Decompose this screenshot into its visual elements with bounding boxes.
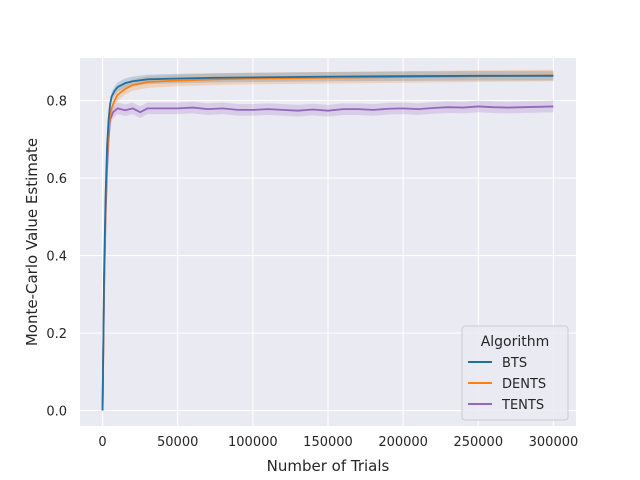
legend-box — [461, 325, 569, 421]
x-axis-label: Number of Trials — [267, 457, 390, 475]
series-line-bts — [101, 74, 554, 411]
x-tick-label: 200000 — [378, 435, 428, 450]
series-lines — [101, 74, 554, 411]
y-tick-label: 0.0 — [46, 405, 67, 420]
y-tick-label: 0.6 — [46, 172, 67, 187]
legend-item-tents: TENTS — [468, 398, 544, 413]
y-tick-label: 0.8 — [46, 95, 67, 110]
y-tick-label: 0.4 — [46, 250, 67, 265]
x-tick-label: 150000 — [303, 435, 353, 450]
y-tick-labels: 0.0 0.2 0.4 0.6 0.8 — [46, 95, 67, 420]
x-tick-label: 100000 — [228, 435, 278, 450]
legend-label: DENTS — [502, 377, 546, 392]
y-axis-label: Monte-Carlo Value Estimate — [23, 138, 41, 346]
legend-label: BTS — [502, 356, 527, 371]
x-tick-label: 0 — [98, 435, 106, 450]
series-line-tents — [101, 105, 554, 411]
legend-item-dents: DENTS — [468, 377, 546, 392]
grid — [80, 58, 576, 426]
x-tick-label: 50000 — [157, 435, 198, 450]
legend-title: Algorithm — [481, 334, 550, 350]
legend-label: TENTS — [501, 398, 544, 413]
y-tick-label: 0.2 — [46, 327, 67, 342]
x-tick-labels: 0 50000 100000 150000 200000 250000 300000 — [98, 435, 578, 450]
legend-item-bts: BTS — [468, 356, 527, 371]
legend: Algorithm BTS DENTS TENTS — [461, 325, 569, 421]
x-tick-label: 300000 — [529, 435, 579, 450]
x-tick-label: 250000 — [453, 435, 503, 450]
